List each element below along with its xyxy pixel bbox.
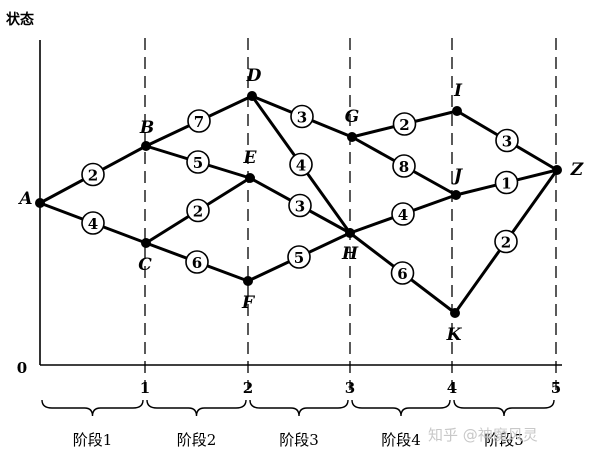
- weight-H-K: 6: [390, 261, 415, 285]
- node-label-J: J: [451, 166, 463, 186]
- weight-label: 3: [295, 198, 305, 216]
- origin-label: 0: [17, 359, 27, 377]
- weight-label: 4: [296, 157, 306, 175]
- weight-label: 4: [398, 206, 408, 224]
- stage-label-5: 阶段5: [484, 431, 524, 449]
- weight-label: 2: [501, 234, 511, 252]
- node-Z: [552, 165, 562, 175]
- node-B: [141, 141, 151, 151]
- node-label-H: H: [341, 244, 359, 264]
- watermark: 知乎 @神魔风灵: [428, 426, 538, 444]
- node-I: [452, 106, 462, 116]
- node-H: [345, 228, 355, 238]
- weight-label: 3: [502, 133, 512, 151]
- stage-brace-2: [146, 399, 247, 417]
- stage-label-4: 阶段4: [381, 431, 421, 449]
- stage-tick-3: 3: [345, 379, 355, 397]
- weight-D-H: 4: [289, 152, 313, 177]
- weight-circle: [287, 245, 311, 269]
- stage-brace-1: [41, 399, 144, 417]
- node-label-D: D: [246, 66, 262, 86]
- weight-B-E: 5: [186, 150, 210, 174]
- node-label-K: K: [446, 325, 463, 345]
- weight-circle: [494, 170, 519, 195]
- weight-circle: [392, 112, 417, 136]
- stage-brace-4: [351, 399, 451, 417]
- weight-circle: [186, 198, 210, 223]
- node-K: [450, 308, 460, 318]
- node-label-F: F: [241, 293, 256, 313]
- weight-label: 7: [194, 113, 204, 131]
- weight-circle: [81, 211, 105, 235]
- weight-circle: [494, 229, 518, 254]
- node-label-G: G: [345, 107, 360, 127]
- weight-label: 3: [297, 109, 307, 127]
- weight-label: 5: [193, 154, 203, 172]
- edge-weights: 2 4 7 5 2 6 3 4 3 5 2 8 4 6 3 1 2: [81, 104, 519, 285]
- weight-label: 2: [399, 116, 409, 134]
- weight-G-J: 8: [392, 154, 416, 178]
- weight-H-J: 4: [391, 202, 415, 226]
- weight-F-H: 5: [287, 245, 311, 269]
- weight-J-Z: 1: [494, 170, 519, 195]
- weight-label: 4: [88, 215, 98, 233]
- weight-label: 1: [501, 175, 511, 193]
- weight-circle: [81, 162, 105, 187]
- weight-label: 2: [88, 167, 98, 185]
- stage-ticks: 1 2 3 4 5: [140, 379, 561, 397]
- weight-circle: [187, 109, 211, 133]
- weight-circle: [390, 261, 415, 285]
- node-label-Z: Z: [570, 160, 584, 180]
- weight-circle: [288, 193, 312, 218]
- weight-circle: [391, 202, 415, 226]
- node-E: [245, 173, 255, 183]
- node-G: [347, 132, 357, 142]
- node-label-I: I: [453, 81, 463, 101]
- stage-label-3: 阶段3: [279, 431, 319, 449]
- node-F: [243, 276, 253, 286]
- weight-I-Z: 3: [495, 128, 519, 153]
- weight-circle: [290, 104, 314, 129]
- weight-label: 8: [399, 158, 409, 176]
- weight-C-E: 2: [186, 198, 210, 223]
- stage-tick-1: 1: [140, 379, 150, 397]
- weight-E-H: 3: [288, 193, 312, 218]
- stage-label-2: 阶段2: [177, 431, 217, 449]
- node-label-E: E: [243, 148, 258, 168]
- node-J: [451, 190, 461, 200]
- stage-tick-5: 5: [551, 379, 561, 397]
- weight-K-Z: 2: [494, 229, 518, 254]
- weight-A-B: 2: [81, 162, 105, 187]
- weight-G-I: 2: [392, 112, 417, 136]
- y-axis-label: 状态: [6, 11, 34, 28]
- weight-A-C: 4: [81, 211, 105, 235]
- stage-braces: 阶段1 阶段2 阶段3 阶段4 阶段5: [41, 399, 555, 449]
- weight-B-D: 7: [187, 109, 211, 133]
- weight-circle: [495, 128, 519, 153]
- weight-label: 6: [397, 265, 407, 283]
- stage-brace-3: [249, 399, 349, 417]
- stage-tick-4: 4: [447, 379, 457, 397]
- weight-circle: [392, 154, 416, 178]
- node-A: [35, 198, 45, 208]
- node-label-B: B: [139, 118, 154, 138]
- node-label-C: C: [138, 255, 152, 275]
- weight-circle: [289, 152, 313, 177]
- weight-label: 6: [192, 254, 202, 272]
- nodes: A B C D E F G H I J K Z: [17, 66, 583, 345]
- stage-tick-2: 2: [243, 379, 253, 397]
- stage-brace-5: [453, 399, 555, 417]
- node-label-A: A: [17, 189, 32, 209]
- weight-label: 2: [193, 203, 203, 221]
- node-D: [247, 91, 257, 101]
- weight-C-F: 6: [185, 250, 209, 274]
- weight-circle: [185, 250, 209, 274]
- weight-label: 5: [294, 249, 304, 267]
- node-C: [141, 238, 151, 248]
- stage-label-1: 阶段1: [73, 431, 113, 449]
- weight-D-G: 3: [290, 104, 314, 129]
- weight-circle: [186, 150, 210, 174]
